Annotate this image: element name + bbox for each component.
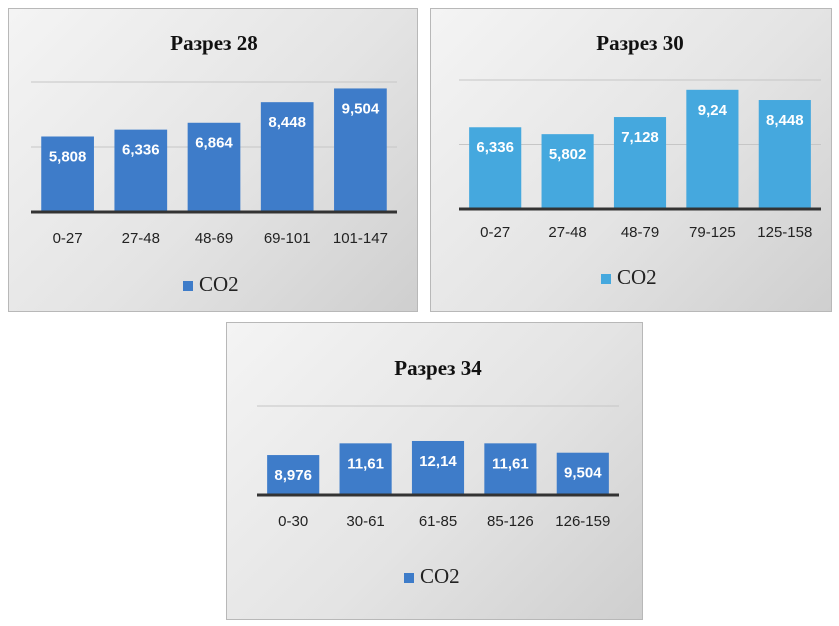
x-tick-label: 61-85 [419, 513, 457, 530]
bar [484, 443, 537, 495]
data-label: 6,336 [476, 139, 514, 156]
bar [686, 89, 739, 209]
data-label: 8,448 [268, 114, 306, 131]
data-label: 8,976 [274, 467, 312, 484]
bar [187, 122, 241, 212]
chart: Разрез 30 0-27 6,336 27-48 5,802 48-79 7,128 79… [459, 31, 821, 289]
data-label: 6,336 [122, 142, 160, 159]
data-label: 9,504 [342, 100, 380, 117]
data-label: 11,61 [492, 455, 529, 472]
bar [41, 136, 94, 212]
bar [758, 100, 811, 209]
x-tick-label: 85-126 [487, 513, 534, 530]
x-tick-label: 0-27 [480, 224, 510, 241]
legend-swatch [183, 281, 193, 291]
bar [556, 452, 609, 495]
x-tick-label: 48-79 [621, 224, 659, 241]
data-label: 8,448 [766, 112, 804, 129]
chart-panel: Разрез 28 0-27 5,808 27-48 6,336 48-69 6,864 69… [8, 8, 418, 312]
x-tick-label: 27-48 [548, 224, 586, 241]
chart-title: Разрез 30 [596, 31, 683, 55]
chart-panel: Разрез 34 0-30 8,976 30-61 11,61 61-85 12,14 85… [226, 322, 643, 620]
bar [613, 117, 667, 209]
legend-label: CO2 [420, 564, 460, 588]
chart-title: Разрез 28 [170, 31, 257, 55]
data-label: 5,808 [49, 148, 87, 165]
legend-label: CO2 [617, 265, 657, 289]
legend-swatch [601, 274, 611, 284]
chart: Разрез 34 0-30 8,976 30-61 11,61 61-85 12,14 85… [257, 356, 619, 588]
chart-panel: Разрез 30 0-27 6,336 27-48 5,802 48-79 7,128 79… [430, 8, 832, 312]
data-label: 9,504 [564, 465, 602, 482]
x-tick-label: 30-61 [346, 513, 384, 530]
data-label: 5,802 [549, 146, 587, 163]
bar [411, 440, 465, 495]
bar [541, 134, 594, 209]
x-tick-label: 79-125 [689, 224, 736, 241]
legend-swatch [404, 573, 414, 583]
data-label: 11,61 [347, 455, 384, 472]
x-tick-label: 126-159 [555, 513, 610, 530]
x-tick-label: 101-147 [333, 230, 388, 247]
x-tick-label: 0-27 [53, 230, 83, 247]
bar [260, 102, 314, 212]
bar [334, 88, 387, 212]
data-label: 7,128 [621, 129, 659, 146]
x-tick-label: 0-30 [278, 513, 308, 530]
x-tick-label: 125-158 [757, 224, 812, 241]
x-tick-label: 27-48 [122, 230, 160, 247]
chart-title: Разрез 34 [394, 356, 482, 380]
x-tick-label: 69-101 [264, 230, 311, 247]
bar [469, 127, 522, 209]
data-label: 12,14 [419, 453, 457, 470]
bar [267, 455, 320, 495]
data-label: 6,864 [195, 135, 233, 152]
chart: Разрез 28 0-27 5,808 27-48 6,336 48-69 6,864 69… [31, 31, 397, 296]
bar [339, 443, 392, 495]
bar [114, 129, 168, 212]
legend-label: CO2 [199, 272, 239, 296]
x-tick-label: 48-69 [195, 230, 233, 247]
data-label: 9,24 [698, 102, 728, 119]
